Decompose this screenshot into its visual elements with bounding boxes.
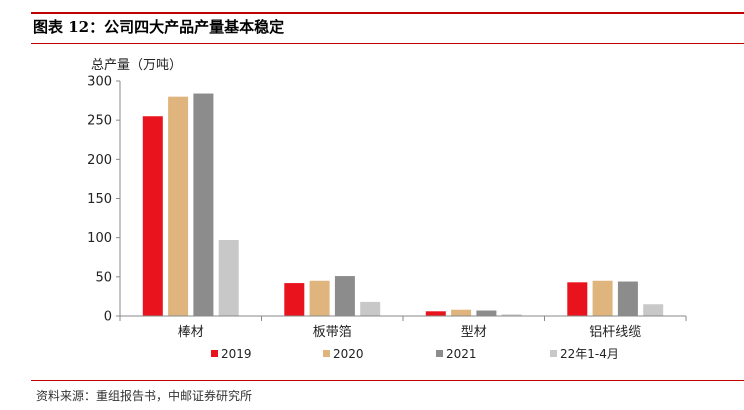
legend-swatch	[211, 350, 218, 357]
bar	[617, 281, 638, 316]
legend: 2019 2020 2021 22年1-4月	[211, 347, 619, 361]
bar	[334, 276, 355, 316]
bar	[218, 240, 239, 316]
title-rule	[31, 43, 744, 44]
legend-label: 2019	[221, 347, 252, 361]
x-tick-label: 型材	[461, 325, 487, 340]
legend-label: 22年1-4月	[560, 347, 619, 361]
bar	[592, 280, 613, 316]
y-tick-label: 200	[87, 153, 112, 168]
x-tick-label: 棒材	[178, 325, 204, 340]
y-axis-label: 总产量（万吨）	[91, 58, 182, 73]
bar-chart: 总产量（万吨） 0 50 100 150 200 250 300 棒材 板带箔 型材 铝杆线缆 2…	[87, 58, 687, 361]
bar	[501, 314, 522, 316]
bar	[451, 309, 472, 316]
x-axis: 棒材 板带箔 型材 铝杆线缆	[119, 315, 687, 340]
bar	[168, 96, 189, 317]
bar	[309, 280, 330, 316]
y-axis: 0 50 100 150 200 250 300	[87, 75, 121, 325]
figure-title: 图表 12：公司四大产品产量基本稳定	[33, 18, 285, 36]
legend-swatch	[436, 350, 443, 357]
bar	[643, 304, 664, 316]
top-rule	[31, 12, 744, 14]
y-tick-label: 250	[87, 114, 112, 129]
legend-swatch	[323, 350, 330, 357]
bars	[142, 93, 664, 317]
legend-swatch	[550, 350, 557, 357]
y-tick-label: 50	[95, 270, 112, 285]
source-note: 资料来源：重组报告书，中邮证券研究所	[36, 389, 253, 403]
y-tick-label: 0	[104, 310, 112, 325]
bottom-rule	[31, 380, 744, 381]
bar	[476, 310, 497, 316]
bar	[425, 311, 446, 316]
x-tick-label: 板带箔	[313, 324, 352, 340]
bar	[567, 282, 588, 316]
x-tick-label: 铝杆线缆	[589, 324, 641, 340]
y-tick-label: 300	[87, 75, 112, 90]
y-tick-label: 150	[87, 192, 112, 207]
bar	[193, 93, 214, 317]
bar	[284, 283, 305, 316]
bar	[360, 301, 381, 316]
bar	[142, 116, 163, 316]
legend-label: 2021	[446, 347, 477, 361]
y-tick-label: 100	[87, 231, 112, 246]
legend-label: 2020	[333, 347, 364, 361]
